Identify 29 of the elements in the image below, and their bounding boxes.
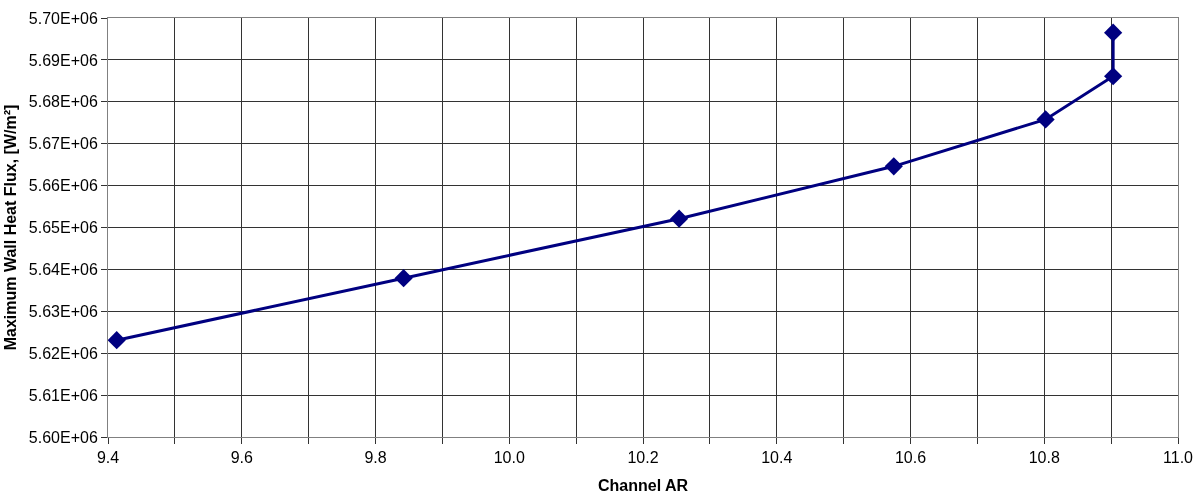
y-tick-label: 5.66E+06 — [28, 177, 98, 195]
y-tick-label: 5.60E+06 — [28, 428, 98, 446]
point — [670, 209, 689, 228]
point — [884, 157, 903, 176]
x-tick-label: 10.6 — [894, 449, 927, 467]
x-tick-label: 10.4 — [761, 449, 793, 467]
x-axis-title: Channel AR — [597, 476, 689, 494]
point — [1104, 23, 1123, 42]
x-tick-label: 10.8 — [1028, 449, 1060, 467]
y-tick-label: 5.69E+06 — [28, 51, 98, 69]
y-tick-label: 5.68E+06 — [28, 93, 98, 111]
y-tick-label: 5.61E+06 — [28, 386, 98, 404]
x-tick-label: 10.0 — [493, 449, 525, 467]
y-tick-label: 5.64E+06 — [28, 261, 98, 278]
x-tick-label: 9.8 — [364, 449, 387, 467]
y-tick-label: 5.63E+06 — [28, 302, 98, 320]
point — [107, 331, 126, 350]
y-tick-label: 5.62E+06 — [28, 344, 98, 362]
point — [394, 269, 413, 288]
x-tick-label: 10.2 — [627, 449, 659, 467]
x-tick-label: 9.6 — [230, 449, 253, 467]
x-tick-label: 9.4 — [96, 449, 120, 467]
y-tick-label: 5.67E+06 — [28, 135, 98, 153]
y-tick-label: 5.65E+06 — [28, 219, 98, 237]
point — [1036, 110, 1055, 129]
x-tick-label: 11.0 — [1163, 449, 1194, 467]
y-axis-title: Maximum Wall Heat Flux, [W/m²] — [1, 104, 19, 351]
point — [1104, 67, 1123, 86]
y-tick-label: 5.70E+06 — [28, 9, 98, 27]
